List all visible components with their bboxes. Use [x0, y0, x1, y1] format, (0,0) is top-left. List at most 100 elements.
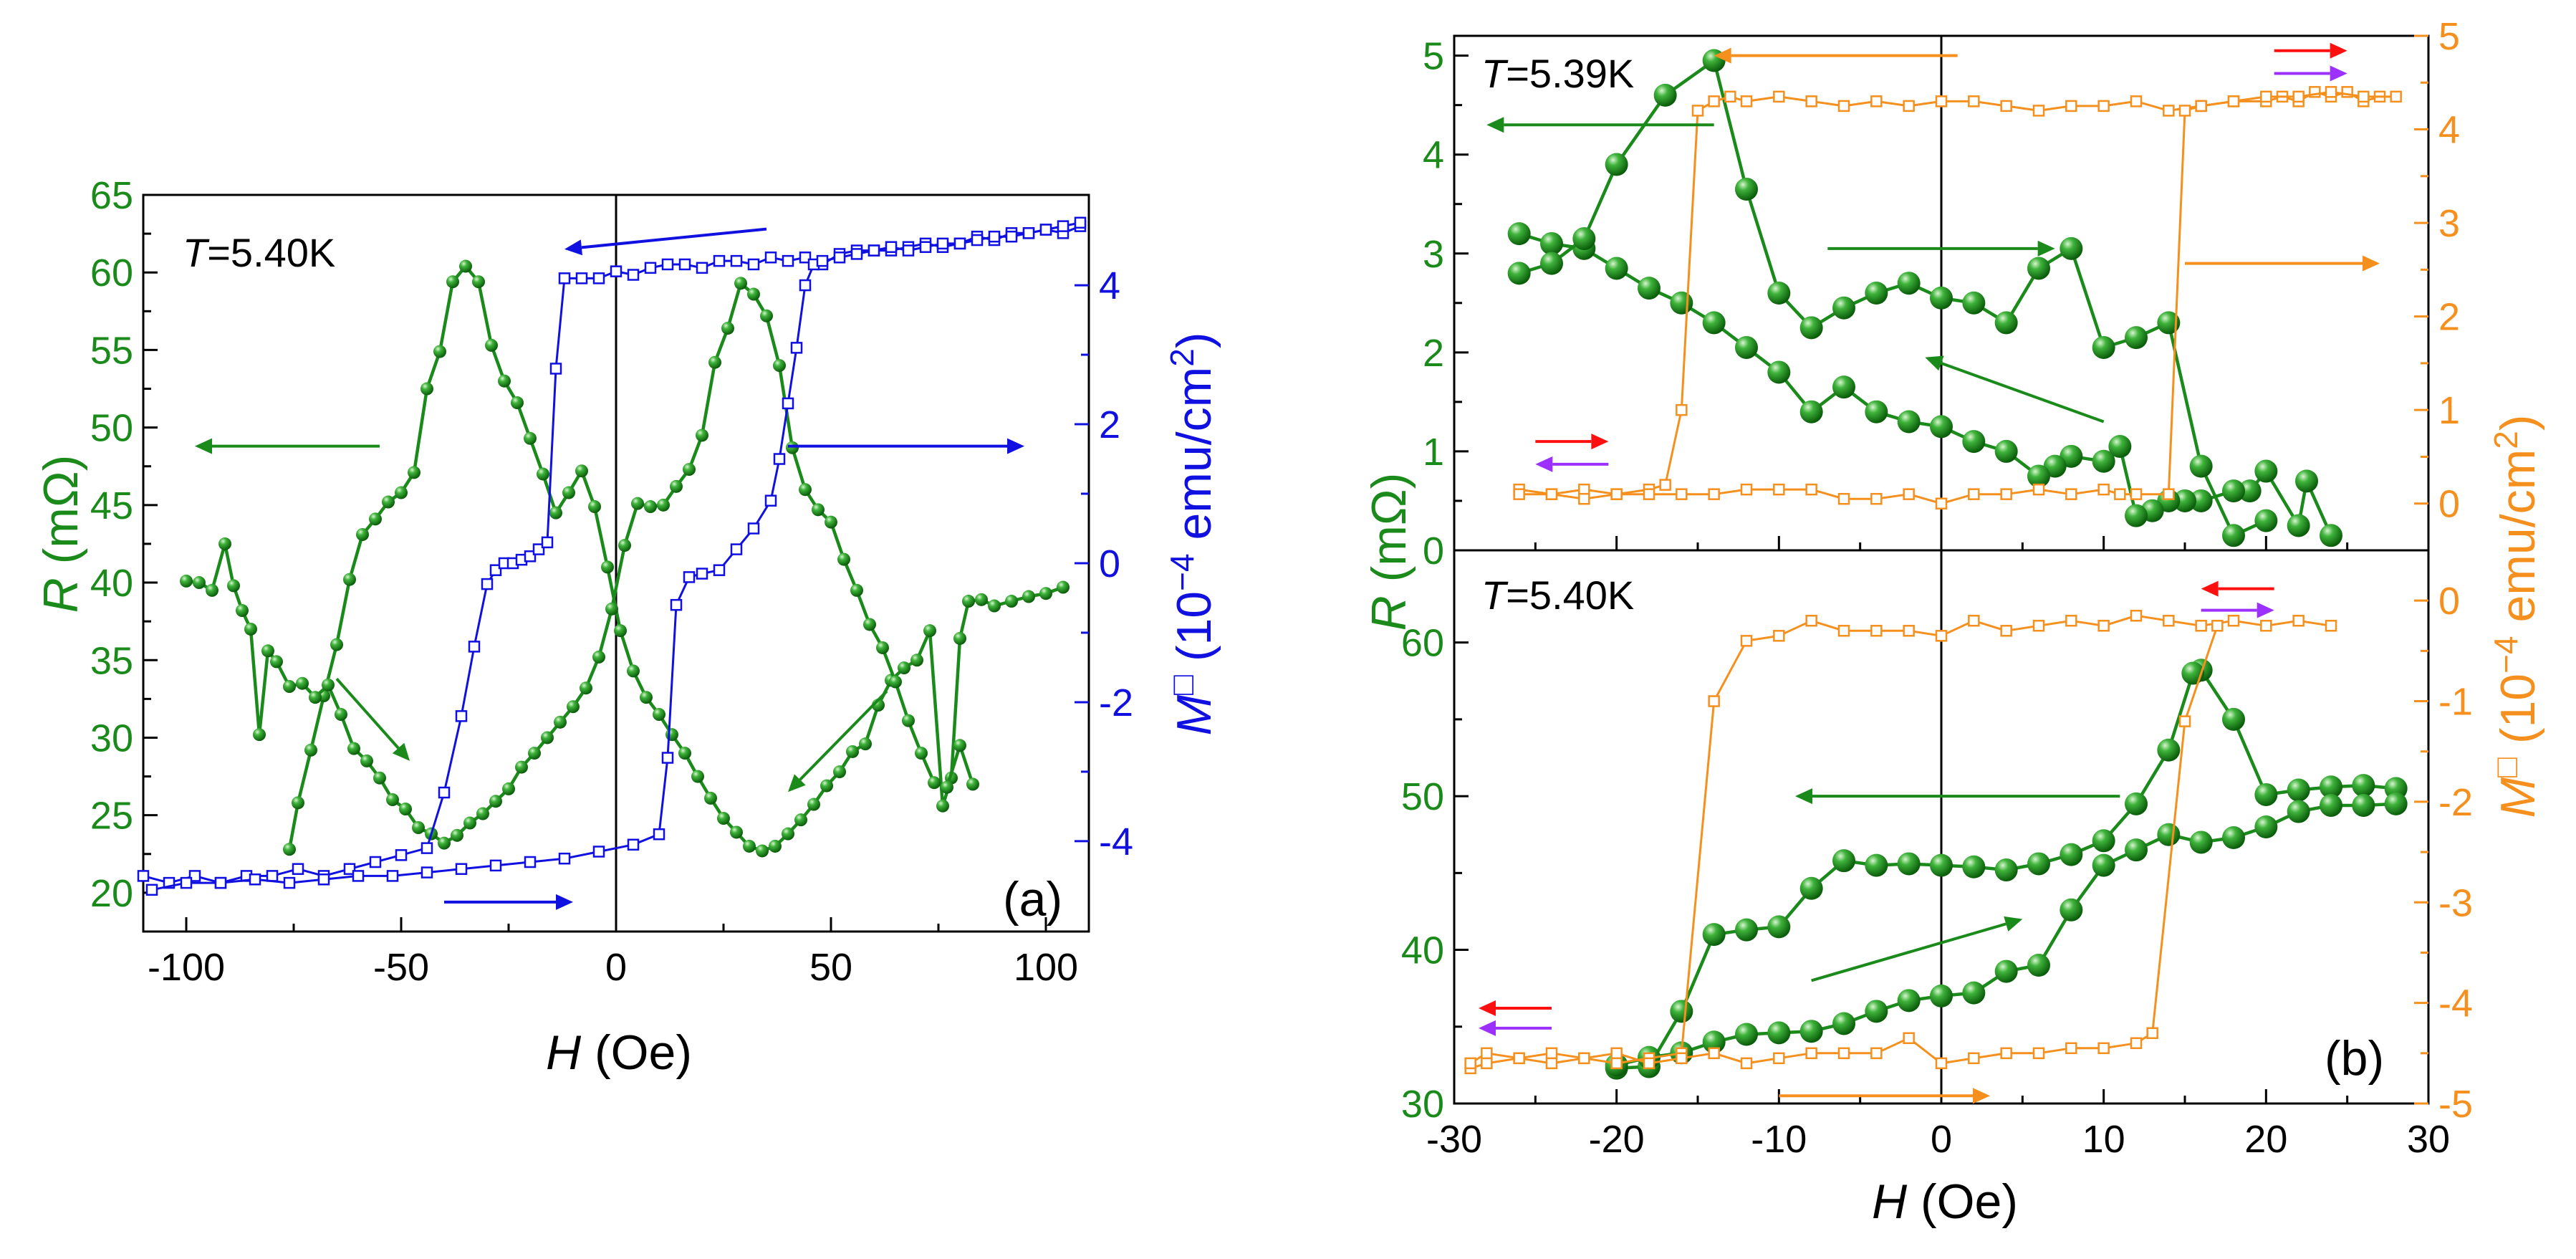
- panel-b-top-arrow-violet: [1535, 456, 1609, 472]
- panel-b-top-y-left-tick-label: 0: [1423, 530, 1444, 573]
- panel-b-bottom-series-m-sweep-up-point: [1708, 1047, 1720, 1060]
- panel-b-bottom-series-r-sweep-down-point: [2222, 707, 2245, 731]
- panel-b-bottom-arrow-head: [1795, 788, 1812, 805]
- panel-b-top-series-m-sweep-up-point: [2178, 105, 2191, 117]
- panel-b-bottom-arrows: [1479, 580, 2274, 1104]
- panel-b-top-temperature-symbol: T: [1481, 51, 1509, 96]
- panel-a-series-m-sweep-down-point: [438, 786, 451, 799]
- panel-b-top-series-r-sweep-down-point: [1897, 410, 1921, 434]
- panel-b-bottom-x-tick-label: 10: [2082, 1118, 2125, 1161]
- panel-b-bottom-series-r-sweep-up-point: [1799, 1020, 1823, 1043]
- panel-a-series-r-sweep-up-point: [253, 728, 266, 742]
- panel-a-series-m-sweep-down-point: [343, 863, 356, 875]
- panel-b-bottom-series-m-sweep-down-point: [1935, 630, 1948, 642]
- panel-b-top-arrow-shaft: [1941, 361, 2105, 423]
- panel-a-series-m-sweep-down-point: [730, 254, 743, 267]
- panel-b-bottom-series-r-sweep-down-point: [1962, 855, 1986, 879]
- panel-b-top-y-right-tick-label: 5: [2438, 15, 2460, 58]
- panel-b-top-series-r-sweep-up-point: [2254, 509, 2278, 532]
- panel-a-series-m-sweep-up-point: [627, 838, 640, 851]
- panel-a-y-right-unit: (10: [1167, 591, 1221, 675]
- panel-a-y-left-unit: (mΩ): [34, 455, 88, 578]
- panel-a-series-m-sweep-down-point: [661, 258, 674, 271]
- panel-a-series-m-sweep-up-point: [773, 453, 786, 465]
- panel-a-series-m-sweep-up-point: [524, 856, 537, 868]
- panel-b-bottom-series-r-sweep-down-point: [2027, 852, 2050, 876]
- panel-b-top-arrow-red: [1535, 434, 1609, 450]
- panel-b-bottom-series-m-sweep-down-point: [2130, 609, 2143, 622]
- panel-a-series-r-sweep-down-point: [1039, 587, 1052, 600]
- panel-b-top-series-r-sweep-up-point: [1897, 272, 1921, 295]
- panel-a-series-r-sweep-down-point: [1022, 590, 1035, 603]
- panel-b-bottom-series-m-sweep-up-point: [1837, 1047, 1850, 1060]
- panel-b-bottom-y-right-tick-label: -2: [2438, 781, 2473, 824]
- panel-a-series-m-sweep-up-point: [420, 866, 433, 879]
- panel-b-top-series-m-sweep-down-point: [1837, 100, 1850, 113]
- panel-a-y-right-ticks: -4 -2 0 2 4: [1075, 264, 1133, 863]
- panel-a-series-r-sweep-up-point: [193, 576, 206, 590]
- panel-a-y-left-tick-label: 55: [90, 329, 133, 372]
- panel-b-bottom-series-m-sweep-up-point: [2065, 1042, 2077, 1055]
- panel-a-series-m-sweep-up-point: [816, 254, 829, 267]
- panel-b-top-series-r-sweep-down-point: [2320, 524, 2342, 547]
- panel-a-x-tick-label: 0: [605, 946, 627, 989]
- panel-a-series-r-sweep-up-point: [850, 583, 863, 597]
- panel-b-y-right-label: M□ (10−4 emu/cm2): [2487, 414, 2545, 818]
- panel-b-top-series-m-sweep-down-point: [1773, 90, 1785, 103]
- panel-a-series-r-sweep-down-point: [485, 338, 498, 352]
- panel-a-series-r-sweep-down-point: [833, 765, 846, 779]
- panel-a-series-m-sweep-up-point: [850, 248, 863, 260]
- panel-a-x-tick-label: -100: [148, 946, 225, 989]
- panel-a-series-r-sweep-down-line: [287, 264, 1064, 853]
- panel-b-top-arrow-green: [1925, 355, 2105, 423]
- panel-a-arrow-shaft: [335, 677, 400, 750]
- panel-a-y-left-tick-label: 35: [90, 639, 133, 682]
- panel-a-series-r-sweep-up-point: [515, 760, 528, 774]
- panel-a-y-right-tick-label: 4: [1099, 264, 1120, 307]
- panel-a-y-left-label: R (mΩ): [34, 455, 88, 613]
- panel-a-y-left-tick-label: 60: [90, 252, 133, 295]
- panel-b-top-arrow-orange: [2185, 255, 2380, 272]
- panel-a-series-r-sweep-up-point: [812, 503, 825, 517]
- panel-b-bottom-y-left-tick-label: 40: [1401, 929, 1444, 972]
- panel-b-bottom-arrow-violet: [1479, 1020, 1552, 1036]
- panel-a-series-m-sweep-up-point: [1005, 230, 1018, 243]
- panel-b-top-series-m-sweep-down-point: [1740, 95, 1753, 107]
- panel-a-series-m-sweep-down-point: [799, 252, 812, 264]
- panel-b-top-series-m-sweep-up-point: [1578, 492, 1590, 505]
- panel-b-top-series-m-sweep-down-point: [2130, 95, 2143, 107]
- panel-a-series-m-sweep-up-point: [790, 342, 803, 354]
- panel-b-top-series-m-sweep-down-point: [1870, 95, 1883, 107]
- panel-b-bottom-series-r-sweep-up-point: [2092, 853, 2115, 877]
- panel-b-x-axis-label: H (Oe): [1872, 1174, 2018, 1229]
- panel-b-top-series-r-sweep-down-point: [2092, 449, 2115, 473]
- panel-b-bottom-arrow-violet: [2201, 602, 2274, 618]
- panel-a-series-m-sweep-up-point: [661, 752, 674, 764]
- panel-b-bottom-arrow-head: [2004, 916, 2023, 932]
- panel-b-bottom-series-m-sweep-up-point: [1545, 1047, 1558, 1060]
- panel-b-y-right-sup: □: [2487, 757, 2524, 777]
- panel-b-top-series-r-sweep-down-point: [1799, 400, 1823, 423]
- panel-b-top-arrow-head: [1591, 434, 1609, 450]
- panel-b-bottom-series-m-sweep-up-point: [1481, 1047, 1493, 1060]
- panel-b-bottom-series-m-sweep-down-point: [1708, 695, 1720, 707]
- panel-a-series-m-sweep-up-point: [653, 828, 665, 841]
- panel-a-series-m-sweep-up-point: [317, 873, 330, 886]
- panel-b-top-series-m-sweep-down-point: [2163, 105, 2175, 117]
- panel-b-bottom-series-m-sweep-up: [1464, 620, 2224, 1070]
- panel-a-series-r-sweep-down-point: [330, 638, 343, 651]
- panel-a-series-r-sweep-down-point: [846, 745, 859, 758]
- panel-b-top-arrow-head: [1535, 456, 1553, 472]
- panel-a-x-axis-unit: (Oe): [581, 1025, 692, 1080]
- panel-b-top-series-r-sweep-up-point: [1507, 262, 1531, 285]
- panel-a-series-r-sweep-up-point: [322, 678, 335, 691]
- panel-b-bottom-arrow-red: [2201, 580, 2274, 597]
- panel-a-series-m-sweep-down-point: [541, 536, 554, 549]
- panel-a-series-r-sweep-up-point: [889, 675, 902, 689]
- panel-b-bottom-arrow-head: [1973, 1088, 1990, 1104]
- panel-a-series-m-sweep-up-point: [1057, 220, 1070, 232]
- panel-a-y-right-tick-label: -2: [1099, 681, 1133, 724]
- panel-a-series-r-sweep-down-point: [395, 486, 408, 499]
- panel-a-arrow-head: [556, 894, 573, 910]
